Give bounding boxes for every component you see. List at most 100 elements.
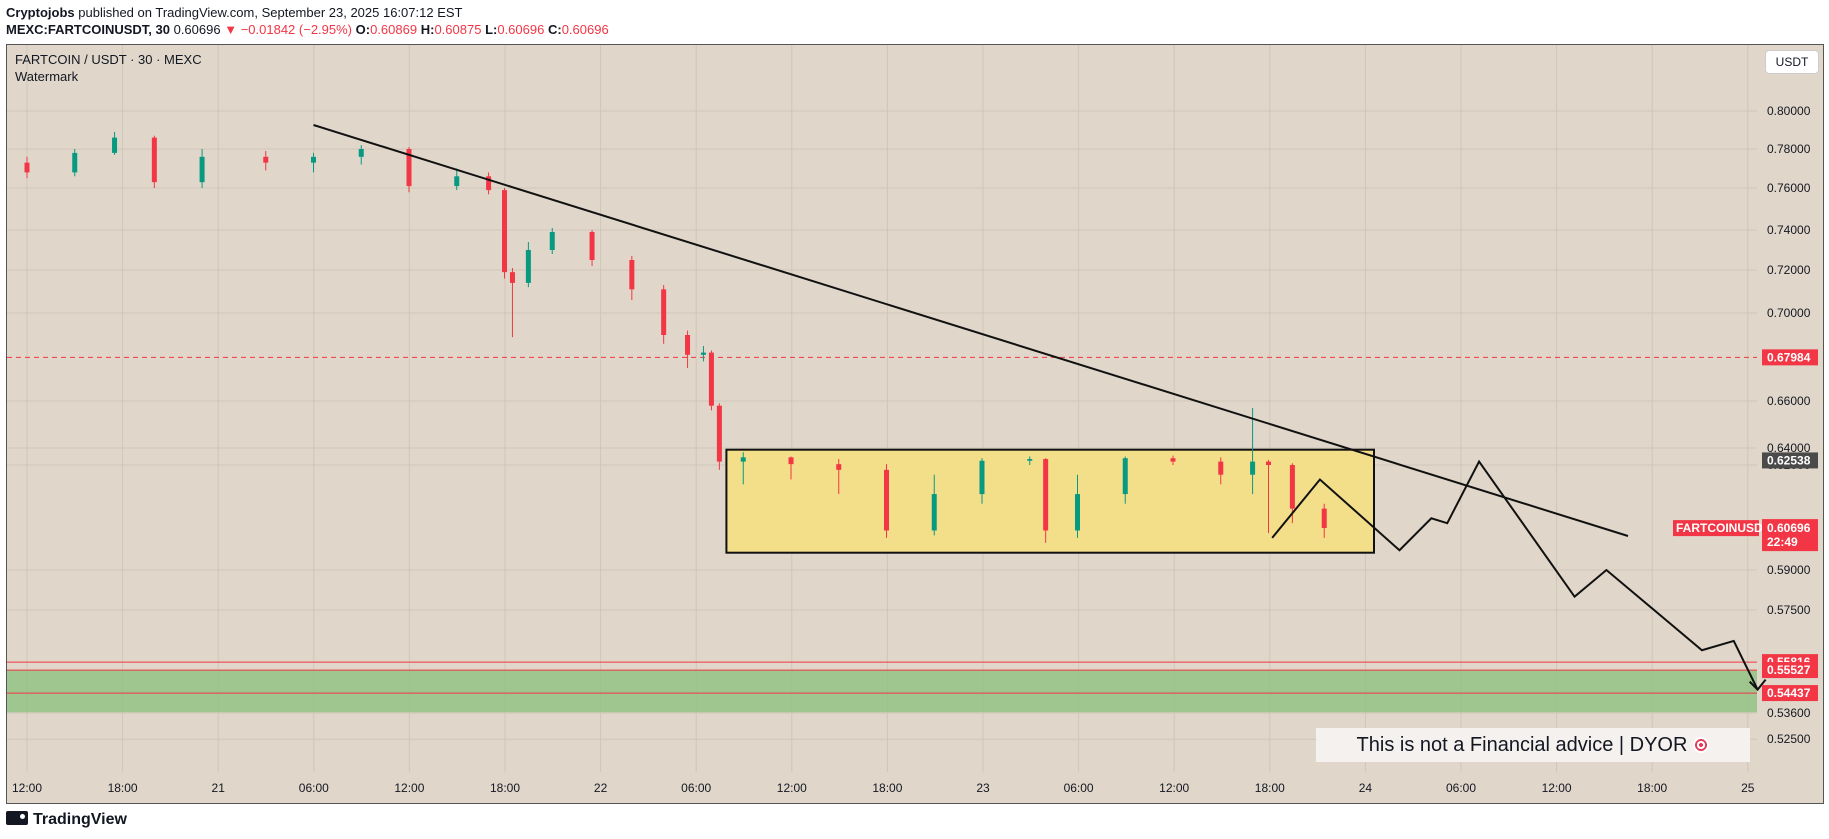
candle-body[interactable] <box>740 457 746 462</box>
price-tag-bg <box>1762 685 1818 702</box>
tradingview-logo-icon <box>6 811 28 825</box>
price-axis[interactable]: 0.80000 0.78000 0.76000 0.74000 0.72000 0.700… <box>1767 104 1811 746</box>
grid-lines <box>7 45 1757 772</box>
candle-body[interactable] <box>112 137 118 153</box>
candle-body[interactable] <box>1170 458 1176 462</box>
tradingview-logo[interactable]: TradingView <box>6 811 127 829</box>
price-tags: 0.679840.62538FARTCOINUSDT0.6069622:490.… <box>1673 349 1818 702</box>
price-tag-value: 0.55527 <box>1767 663 1811 677</box>
time-tick: 25 <box>1741 781 1755 795</box>
disclaimer-text: This is not a Financial advice | DYOR <box>1356 734 1688 756</box>
publisher-name[interactable]: Cryptojobs <box>6 5 75 20</box>
symbol-title: FARTCOIN / USDT · 30 · MEXC <box>15 52 202 67</box>
symbol-info: FARTCOIN / USDT · 30 · MEXC Watermark <box>15 51 202 85</box>
time-tick: 12:00 <box>1159 781 1189 795</box>
time-tick: 18:00 <box>490 781 520 795</box>
target-icon <box>1693 737 1710 753</box>
candle-body[interactable] <box>358 149 364 157</box>
price-tick: 0.78000 <box>1767 142 1811 156</box>
price-tag-bg <box>1762 349 1818 366</box>
time-tick: 18:00 <box>108 781 138 795</box>
price-tick: 0.53600 <box>1767 706 1811 720</box>
trendline[interactable] <box>313 124 1629 537</box>
candle-body[interactable] <box>836 464 842 470</box>
time-tick: 22 <box>594 781 608 795</box>
candle-body[interactable] <box>629 260 635 290</box>
price-tag[interactable]: 0.62538 <box>1762 452 1818 469</box>
candle-body[interactable] <box>509 272 515 283</box>
time-tick: 21 <box>212 781 226 795</box>
high-value: 0.60875 <box>434 22 482 37</box>
price-tick: 0.57500 <box>1767 603 1811 617</box>
currency-button[interactable]: USDT <box>1765 50 1819 74</box>
support-zone[interactable] <box>7 670 1757 713</box>
publication-line: Cryptojobs published on TradingView.com,… <box>6 4 609 21</box>
candle-body[interactable] <box>1321 508 1327 528</box>
price-tick: 0.52500 <box>1767 732 1811 746</box>
candle-body[interactable] <box>199 156 205 183</box>
candle-body[interactable] <box>700 352 706 355</box>
candle-body[interactable] <box>263 156 269 163</box>
range-box[interactable] <box>725 448 1375 554</box>
price-tag[interactable]: 0.54437 <box>1762 685 1818 702</box>
candle-body[interactable] <box>979 460 985 495</box>
candle-body[interactable] <box>311 156 316 163</box>
candle-body[interactable] <box>1122 458 1128 495</box>
price-tag-value: 0.60696 <box>1767 521 1811 535</box>
candle-body[interactable] <box>1250 461 1256 475</box>
time-axis[interactable]: 12:00 18:00 21 06:00 12:00 18:00 22 06:00 12:00 1… <box>12 781 1755 795</box>
candle-body[interactable] <box>1043 459 1049 531</box>
candle-body[interactable] <box>708 352 714 406</box>
price-tick: 0.64000 <box>1767 441 1811 455</box>
last-price-tag <box>1762 519 1818 552</box>
candle-body[interactable] <box>1266 461 1271 465</box>
candle-body[interactable] <box>589 232 595 260</box>
time-tick: 12:00 <box>777 781 807 795</box>
low-label: L: <box>485 22 498 37</box>
candle-body[interactable] <box>685 335 691 355</box>
candle-body[interactable] <box>661 289 667 335</box>
time-tick: 23 <box>976 781 990 795</box>
price-tag-bg <box>1762 662 1818 679</box>
price-tag-value: 0.54437 <box>1767 686 1811 700</box>
candle-body[interactable] <box>1027 459 1033 461</box>
time-tick: 06:00 <box>299 781 329 795</box>
price-tag-bg <box>1762 452 1818 469</box>
candle-body[interactable] <box>486 176 492 191</box>
candle-body[interactable] <box>525 250 531 283</box>
price-tag-value: 0.67984 <box>1767 350 1811 364</box>
candle-body[interactable] <box>406 149 412 187</box>
candle-body[interactable] <box>72 152 78 173</box>
time-tick: 12:00 <box>394 781 424 795</box>
time-tick: 18:00 <box>1637 781 1667 795</box>
price-tag[interactable]: 0.67984 <box>1762 349 1818 366</box>
last-price: 0.60696 <box>173 22 221 37</box>
candle-body[interactable] <box>1289 465 1295 509</box>
watermark-label: Watermark <box>15 69 79 84</box>
candle-body[interactable] <box>549 232 555 250</box>
candle-body[interactable] <box>1075 494 1080 531</box>
close-label: C: <box>547 22 562 37</box>
bar-countdown: 22:49 <box>1767 535 1798 549</box>
candle-body[interactable] <box>716 405 722 462</box>
projection-path[interactable] <box>1271 459 1759 691</box>
candles <box>24 131 1327 543</box>
symbol-line: MEXC:FARTCOINUSDT, 30 <box>6 22 170 37</box>
high-label: H: <box>420 22 435 37</box>
price-tick: 0.76000 <box>1767 181 1811 195</box>
price-tick: 0.72000 <box>1767 263 1811 277</box>
horizontal-lines <box>7 356 1757 694</box>
price-tag-value: 0.62538 <box>1767 453 1811 467</box>
candle-body[interactable] <box>1218 461 1224 475</box>
candle-body[interactable] <box>151 137 157 183</box>
candle-body[interactable] <box>24 162 30 173</box>
candle-body[interactable] <box>502 190 507 273</box>
time-tick: 12:00 <box>1542 781 1572 795</box>
candle-body[interactable] <box>884 469 889 531</box>
price-tag[interactable]: 0.55527 <box>1762 662 1818 679</box>
candle-body[interactable] <box>454 176 460 187</box>
candle-body[interactable] <box>931 494 937 531</box>
candle-body[interactable] <box>788 457 794 465</box>
